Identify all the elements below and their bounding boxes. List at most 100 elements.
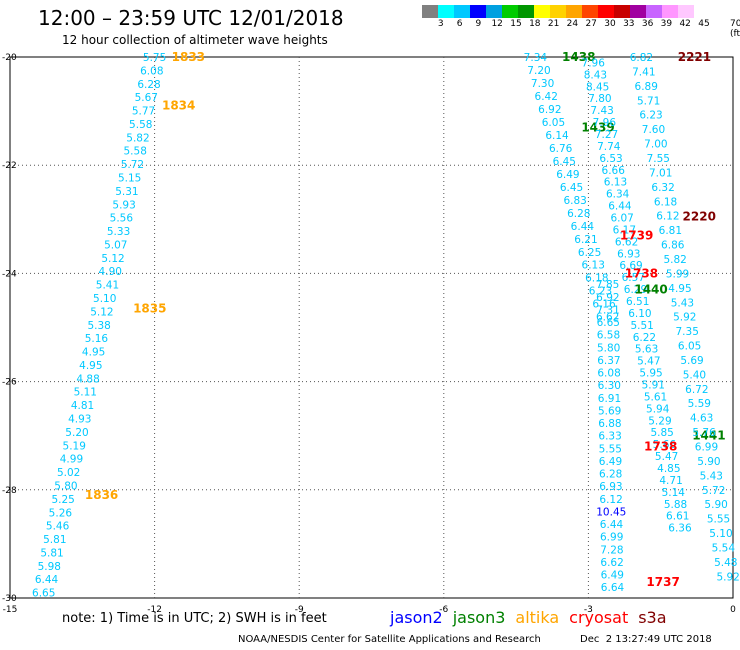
- wave-height-value: 5.72: [121, 159, 144, 171]
- wave-height-value: 6.22: [633, 332, 656, 344]
- wave-height-value: 5.81: [43, 534, 66, 546]
- wave-height-value: 5.33: [107, 226, 130, 238]
- wave-height-value: 6.65: [32, 588, 55, 600]
- y-tick-label: -30: [2, 594, 17, 604]
- wave-height-value: 6.44: [600, 519, 624, 531]
- wave-height-value: 6.12: [599, 494, 622, 506]
- wave-height-value: 6.44: [571, 221, 595, 233]
- colorbar-label: 12: [491, 19, 503, 29]
- wave-height-value: 6.61: [666, 511, 689, 523]
- wave-height-value: 5.14: [662, 487, 686, 499]
- pass-time-label: 1439: [581, 120, 614, 134]
- wave-height-value: 6.13: [582, 260, 605, 272]
- wave-height-value: 5.66: [653, 439, 677, 451]
- wave-height-value: 6.82: [630, 52, 653, 64]
- wave-height-value: 5.07: [104, 239, 127, 251]
- wave-height-value: 6.37: [597, 355, 620, 367]
- wave-height-value: 6.62: [600, 557, 623, 569]
- wave-height-value: 6.81: [659, 225, 682, 237]
- satellite-legend-jason2: jason2: [390, 608, 443, 627]
- wave-height-value: 8.43: [584, 69, 607, 81]
- colorbar-label: 21: [547, 19, 560, 29]
- wave-height-value: 5.99: [666, 268, 689, 280]
- wave-height-value: 6.34: [606, 189, 630, 201]
- x-tick-label: -9: [295, 605, 304, 615]
- colorbar-label: 3: [437, 19, 444, 29]
- wave-height-value: 5.48: [714, 557, 737, 569]
- colorbar-swatch: [566, 5, 582, 18]
- wave-height-value: 7.55: [647, 153, 670, 165]
- wave-height-value: 5.80: [54, 480, 77, 492]
- wave-height-value: 6.49: [599, 456, 622, 468]
- x-tick-label: -6: [439, 605, 448, 615]
- colorbar-label: 42: [679, 19, 691, 29]
- colorbar-swatch: [550, 5, 566, 18]
- x-tick-label: -15: [3, 605, 18, 615]
- wave-height-value: 5.94: [646, 403, 670, 415]
- wave-height-value: 6.05: [542, 117, 565, 129]
- wave-height-value: 6.49: [556, 169, 579, 181]
- wave-height-value: 5.58: [124, 146, 147, 158]
- colorbar-swatch: [662, 5, 678, 18]
- wave-height-value: 6.44: [608, 201, 632, 213]
- y-tick-label: -28: [2, 486, 17, 496]
- wave-height-value: 7.41: [632, 66, 655, 78]
- chart-subtitle: 12 hour collection of altimeter wave hei…: [62, 33, 328, 47]
- colorbar-swatch: [454, 5, 470, 18]
- wave-height-value: 5.25: [51, 494, 74, 506]
- wave-height-value: 5.43: [671, 297, 694, 309]
- x-tick-label: -3: [584, 605, 593, 615]
- wave-height-value: 4.93: [68, 414, 91, 426]
- colorbar-label: 30: [604, 19, 616, 29]
- wave-height-value: 5.63: [635, 344, 658, 356]
- wave-height-value: 6.64: [601, 582, 625, 594]
- colorbar-swatch: [614, 5, 630, 18]
- wave-height-value: 4.99: [60, 454, 83, 466]
- x-tick-label: 0: [730, 605, 736, 615]
- wave-height-value: 5.15: [118, 173, 141, 185]
- colorbar-swatches: [422, 5, 740, 18]
- wave-height-value: 5.12: [101, 253, 124, 265]
- pass-time-label: 2220: [683, 210, 716, 224]
- wave-height-value: 6.62: [615, 236, 638, 248]
- wave-height-value: 6.69: [619, 260, 642, 272]
- wave-height-value: 5.10: [709, 528, 732, 540]
- y-tick-label: -22: [2, 161, 17, 171]
- wave-height-value: 5.98: [38, 561, 61, 573]
- wave-height-value: 6.07: [610, 212, 633, 224]
- wave-height-value: 7.31: [596, 304, 619, 316]
- pass-time-label: 1738: [625, 266, 658, 280]
- wave-height-value: 6.16: [592, 299, 616, 311]
- satellite-legend-jason3: jason3: [452, 608, 506, 627]
- wave-height-value: 6.83: [563, 195, 586, 207]
- colorbar-swatch: [582, 5, 598, 18]
- wave-height-value: 6.42: [535, 91, 558, 103]
- colorbar-swatch: [678, 5, 694, 18]
- wave-height-value: 6.93: [617, 248, 640, 260]
- wave-height-value: 5.20: [65, 427, 88, 439]
- wave-height-value: 5.47: [637, 356, 660, 368]
- y-tick-label: -26: [2, 378, 17, 388]
- wave-height-value: 5.61: [644, 391, 667, 403]
- wave-height-value: 5.41: [96, 280, 119, 292]
- wave-height-value: 6.93: [599, 481, 622, 493]
- wave-height-value: 7.27: [595, 129, 618, 141]
- pass-time-label: 1833: [172, 50, 205, 64]
- wave-height-value: 6.17: [613, 224, 636, 236]
- wave-height-value: 4.81: [71, 400, 94, 412]
- wave-height-value: 5.92: [716, 571, 739, 583]
- pass-time-label: 1835: [133, 302, 166, 316]
- wave-height-value: 7.96: [582, 57, 606, 69]
- wave-height-value: 6.13: [604, 177, 627, 189]
- wave-height-value: 7.74: [597, 141, 621, 153]
- wave-height-value: 7.80: [588, 93, 611, 105]
- x-tick-label: -12: [147, 605, 162, 615]
- wave-height-value: 6.45: [553, 156, 576, 168]
- wave-height-value: 7.00: [644, 139, 667, 151]
- wave-height-value: 6.28: [599, 469, 622, 481]
- colorbar-swatch: [486, 5, 502, 18]
- wave-height-value: 5.93: [112, 199, 135, 211]
- wave-height-value: 5.82: [126, 132, 149, 144]
- wave-height-value: 5.92: [673, 312, 696, 324]
